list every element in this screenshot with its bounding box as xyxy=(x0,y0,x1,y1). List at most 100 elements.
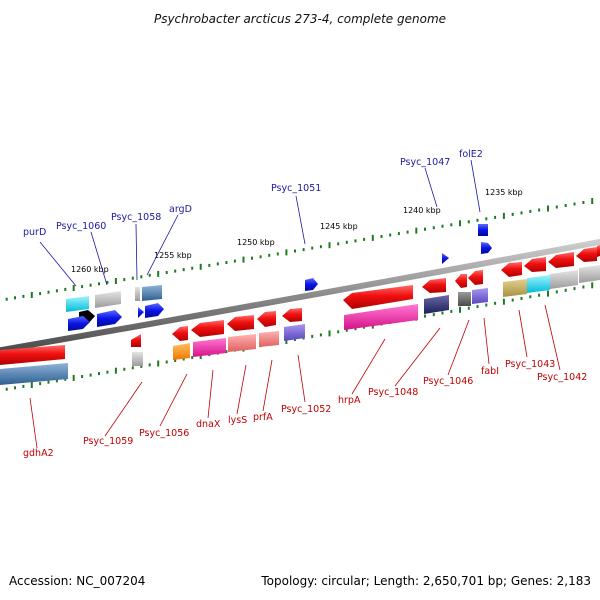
upper-tick-16 xyxy=(123,278,126,282)
lower-tick-65 xyxy=(547,290,549,297)
lower-tick-60 xyxy=(502,298,505,305)
leader-psyc1043 xyxy=(518,309,528,358)
leader-psyc1046 xyxy=(447,319,470,376)
lower-tick-12 xyxy=(89,373,92,377)
cog-box-psyc1052 xyxy=(284,324,305,341)
gene-label-psyc1043: Psyc_1043 xyxy=(505,359,555,370)
forward-gene-psyc1060[interactable] xyxy=(97,310,122,327)
upper-tick-29 xyxy=(233,259,236,263)
lower-tick-19 xyxy=(148,363,151,367)
reverse-gene-psyc1056[interactable] xyxy=(172,326,188,341)
lower-tick-16 xyxy=(123,367,126,371)
lower-tick-8 xyxy=(55,379,58,383)
upper-tick-52 xyxy=(432,226,435,230)
upper-tick-35 xyxy=(285,249,288,256)
forward-gene-purD[interactable] xyxy=(68,316,90,331)
reverse-gene-psyc1042[interactable] xyxy=(524,257,546,272)
upper-tick-67 xyxy=(564,204,567,207)
gene-label-argD: argD xyxy=(169,204,192,215)
upper-tick-45 xyxy=(371,234,374,241)
reverse-gene-right-3[interactable] xyxy=(597,245,600,257)
upper-tick-37 xyxy=(302,248,305,252)
upper-tick-36 xyxy=(294,249,296,253)
reverse-gene-gdhA2[interactable] xyxy=(0,345,65,365)
gene-label-psyc1051: Psyc_1051 xyxy=(271,183,321,194)
leader-psyc1042 xyxy=(544,304,561,371)
upper-tick-25 xyxy=(199,263,202,270)
lower-tick-22 xyxy=(174,359,177,362)
lower-tick-24 xyxy=(191,356,194,360)
gene-label-psyc1052: Psyc_1052 xyxy=(281,404,331,415)
upper-tick-44 xyxy=(363,237,366,241)
leader-prfA xyxy=(262,359,273,412)
reverse-gene-dnaX[interactable] xyxy=(191,320,224,337)
gene-label-fabI: fabI xyxy=(481,366,499,377)
lower-tick-38 xyxy=(311,334,314,338)
upper-tick-43 xyxy=(354,239,357,243)
lower-tick-13 xyxy=(98,372,100,376)
forward-gene-psyc1058[interactable] xyxy=(138,307,144,318)
leader-psyc1059 xyxy=(104,381,143,437)
leader-psyc1052 xyxy=(297,354,306,403)
reverse-gene-right-2[interactable] xyxy=(576,247,597,262)
forward-gene-folE2[interactable] xyxy=(478,224,488,236)
gene-label-hrpA: hrpA xyxy=(338,395,361,406)
upper-tick-33 xyxy=(268,253,271,257)
cog-box-lysS xyxy=(228,334,256,352)
gene-label-purD: purD xyxy=(23,227,46,238)
lower-tick-69 xyxy=(582,285,585,289)
reverse-gene-psyc1043[interactable] xyxy=(501,262,522,277)
leader-psyc1051 xyxy=(295,195,306,245)
lower-tick-55 xyxy=(459,306,461,313)
forward-gene-argD[interactable] xyxy=(145,303,164,318)
upper-tick-61 xyxy=(511,212,514,216)
upper-tick-5 xyxy=(30,292,33,298)
lower-tick-17 xyxy=(131,366,134,370)
upper-tick-28 xyxy=(225,261,228,264)
upper-tick-50 xyxy=(415,227,418,234)
lower-tick-62 xyxy=(520,297,523,300)
cog-box-argD xyxy=(142,285,162,301)
cog-box-fabI xyxy=(472,288,488,304)
reverse-gene-lysS[interactable] xyxy=(227,315,254,331)
leader-gdhA2 xyxy=(29,397,38,449)
accession-text: Accession: NC_007204 xyxy=(9,574,145,588)
lower-tick-52 xyxy=(432,313,435,317)
reverse-gene-hrpA[interactable] xyxy=(343,285,413,309)
cog-box-gdhA2 xyxy=(0,363,68,385)
upper-tick-11 xyxy=(81,285,84,289)
gene-label-psyc1056: Psyc_1056 xyxy=(139,428,189,439)
reverse-gene-right-1[interactable] xyxy=(548,252,574,268)
upper-tick-46 xyxy=(380,235,383,238)
gene-label-lysS: lysS xyxy=(228,415,247,426)
upper-tick-51 xyxy=(424,227,426,231)
reverse-gene-psyc1052[interactable] xyxy=(282,308,302,322)
scale-label-1250: 1250 kbp xyxy=(237,238,275,247)
leader-psyc1047 xyxy=(424,167,438,208)
upper-tick-62 xyxy=(520,211,523,215)
forward-gene-psyc1051[interactable] xyxy=(305,278,318,291)
forward-gene-psyc1047b[interactable] xyxy=(481,242,492,254)
lower-tick-2 xyxy=(5,387,8,391)
reverse-gene-psyc1059[interactable] xyxy=(131,334,141,347)
reverse-gene-fabI[interactable] xyxy=(468,270,483,285)
upper-tick-64 xyxy=(538,208,541,212)
upper-tick-21 xyxy=(165,271,168,274)
lower-tick-64 xyxy=(538,293,541,297)
lower-tick-53 xyxy=(441,311,444,315)
upper-tick-row xyxy=(5,198,594,301)
reverse-gene-psyc1046[interactable] xyxy=(455,274,467,288)
lower-tick-28 xyxy=(225,350,228,354)
upper-tick-17 xyxy=(131,276,134,280)
upper-tick-70 xyxy=(591,198,594,204)
lower-tick-51 xyxy=(424,314,426,318)
lower-tick-40 xyxy=(328,330,331,337)
upper-tick-39 xyxy=(319,245,322,249)
forward-gene-psyc1047[interactable] xyxy=(442,253,449,264)
upper-tick-47 xyxy=(389,233,392,237)
lower-tick-15 xyxy=(114,367,117,374)
reverse-gene-psyc1048[interactable] xyxy=(422,278,446,293)
upper-tick-24 xyxy=(191,266,194,270)
reverse-gene-prfA[interactable] xyxy=(257,311,276,327)
gene-label-gdhA2: gdhA2 xyxy=(23,448,54,459)
